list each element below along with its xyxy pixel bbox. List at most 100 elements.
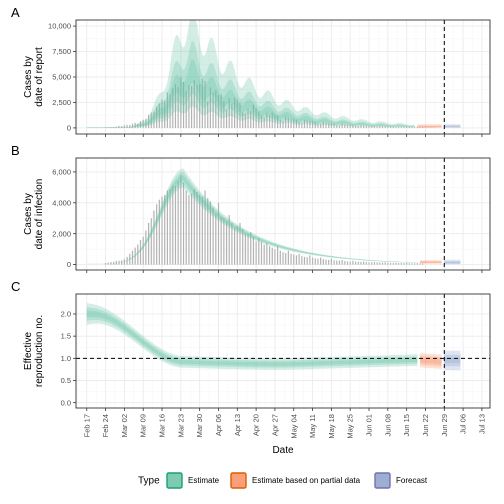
data-bar [142,236,144,265]
data-bar [293,254,295,265]
data-bar [266,112,268,128]
x-tick-label: May 04 [289,414,298,439]
data-bar [131,123,134,128]
data-bar [255,241,257,265]
data-bar [311,257,314,265]
data-bar [317,258,319,265]
ribbon-forecast [444,350,461,371]
legend-key [166,472,183,489]
data-bar [217,202,220,265]
ribbon-estimate-based-on-partial-data [417,124,442,128]
data-bar [244,233,246,265]
x-tick-label: May 18 [327,414,336,439]
data-bar [387,262,389,265]
data-bar [166,92,169,128]
data-bar [225,221,228,265]
ribbon-estimate-based-on-partial-data [420,261,442,263]
data-bar [177,181,179,265]
data-bar [199,195,201,265]
panel-tag: A [11,5,20,20]
data-bar [118,260,120,265]
data-bar [392,126,394,128]
data-bar [357,261,359,265]
data-bar [357,126,359,128]
x-tick-label: Mar 02 [120,414,129,437]
data-bar [123,125,125,128]
data-bar [104,263,107,265]
data-bar [411,127,413,128]
panel-b: 0 2,000 4,000 6,000 Cases by date of infectio… [11,143,491,273]
data-bar [406,126,408,128]
data-bar [303,256,306,265]
data-bar [379,262,381,265]
data-bar [282,120,284,128]
data-bar [376,262,378,265]
data-bar [285,116,287,128]
data-bar [336,260,338,265]
data-bar [121,126,123,128]
y-tick-label: 4,000 [52,198,71,207]
data-bar [389,126,392,128]
data-bar [209,201,212,265]
data-bar [295,255,298,265]
data-bar [134,247,136,265]
y-tick-label: 2,500 [52,98,71,107]
data-bar [150,112,152,128]
data-bar [115,126,117,128]
data-bar [309,120,311,128]
data-bar [104,127,107,128]
ribbon-forecast [444,126,461,128]
ribbon-forecast [444,124,461,128]
ribbon-estimate-based-on-partial-data [420,357,442,365]
ribbon-forecast [444,259,461,265]
data-bar [137,244,139,265]
y-tick-label: 5,000 [52,73,71,82]
data-bar [217,95,220,128]
data-bar [193,80,195,128]
data-bar [397,263,400,265]
data-bar [110,262,112,265]
data-bar [153,210,155,265]
data-bar [158,199,160,265]
data-bar [274,114,276,128]
ribbon-forecast [444,354,461,367]
data-bar [156,204,158,265]
data-bar [212,207,214,265]
y-tick-label: 0.5 [61,376,71,385]
data-bar [320,257,322,265]
data-bar [228,98,230,128]
x-tick-label: Jul 06 [459,414,468,434]
data-bar [158,103,160,128]
data-bar [113,261,115,265]
data-bar [395,262,397,265]
x-tick-label: May 11 [308,414,317,438]
data-bar [172,185,174,265]
legend-title: Type [138,476,160,487]
data-bar [188,195,190,265]
x-tick-label: Feb 17 [82,414,91,437]
data-bar [395,126,397,128]
data-bar [414,127,416,128]
x-tick-label: Apr 13 [233,414,242,436]
data-bar [424,127,427,128]
data-bar [392,262,394,265]
data-bar [271,247,273,265]
data-bar [277,246,279,265]
data-bar [328,123,330,128]
data-bar [317,123,319,128]
ribbon-forecast [444,261,461,264]
data-bar [199,84,201,128]
data-bar [397,126,400,128]
data-bar [279,119,281,128]
x-tick-label: Mar 09 [139,414,148,437]
data-bar [303,119,306,128]
data-bar [309,255,311,265]
data-bar [177,87,179,128]
x-axis-title: Date [272,445,294,456]
data-bar [129,253,131,265]
x-tick-label: Jun 22 [421,414,430,437]
data-bar [414,263,416,265]
data-bar [298,121,300,128]
data-bar [215,213,217,265]
